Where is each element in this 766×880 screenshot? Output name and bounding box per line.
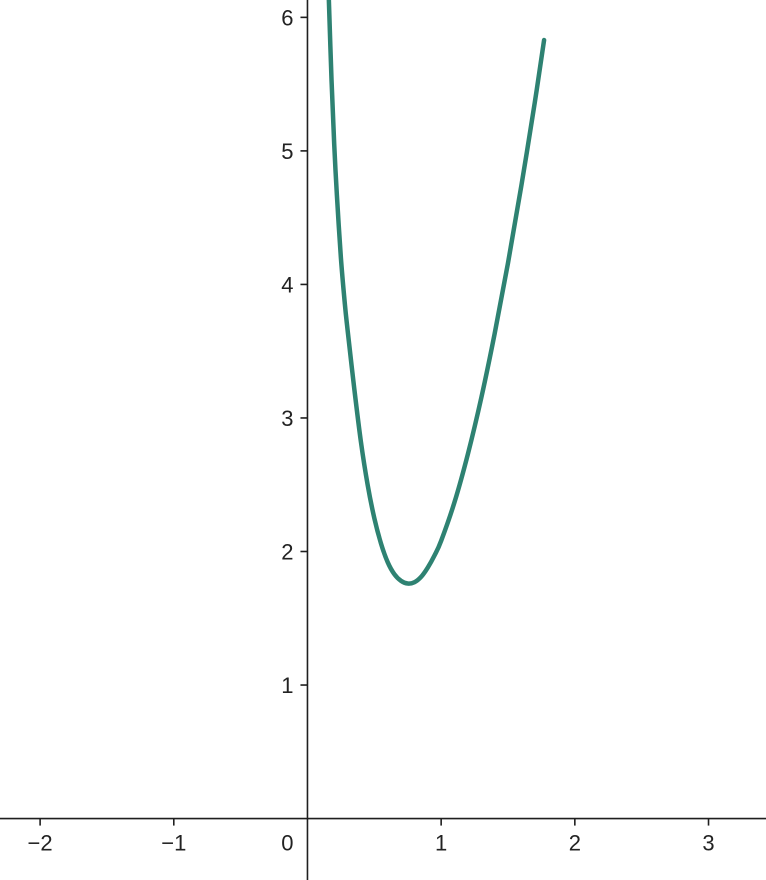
x-tick-label: 3 <box>702 831 714 856</box>
origin-label: 0 <box>281 831 293 856</box>
y-axis-ticks: 1 2 3 4 5 6 <box>281 5 308 698</box>
x-tick-label: −1 <box>161 831 186 856</box>
x-tick-label: −2 <box>28 831 53 856</box>
y-tick-label: 5 <box>281 139 293 164</box>
y-tick-label: 2 <box>281 540 293 565</box>
y-tick-label: 1 <box>281 673 293 698</box>
y-tick-label: 3 <box>281 406 293 431</box>
x-tick-label: 1 <box>435 831 447 856</box>
y-tick-label: 4 <box>281 272 293 297</box>
series-line-0 <box>326 0 547 586</box>
x-tick-label: 2 <box>569 831 581 856</box>
series-group <box>326 0 547 586</box>
x-axis-ticks: −2 −1 1 2 3 <box>28 818 715 856</box>
y-tick-label: 6 <box>281 5 293 30</box>
